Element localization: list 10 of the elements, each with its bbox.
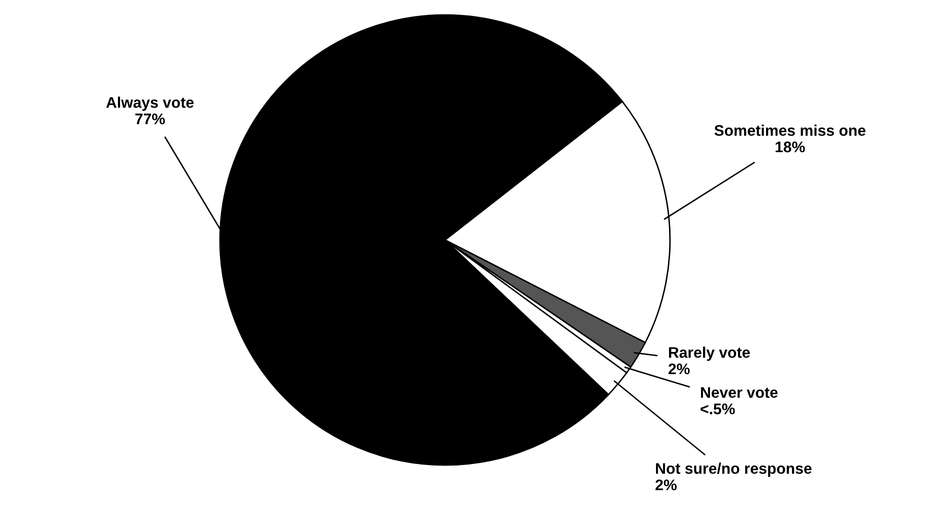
slice-label: Never vote bbox=[701, 387, 778, 398]
data-label: 2% bbox=[668, 364, 690, 374]
data-label: 18% bbox=[776, 142, 805, 152]
data-label: 77% bbox=[135, 114, 165, 124]
slice-label: Rarely vote bbox=[669, 346, 750, 361]
slice-label: Always vote bbox=[106, 96, 194, 111]
data-label: 2% bbox=[656, 480, 677, 490]
slice-label: Not sure/no response bbox=[656, 462, 812, 477]
data-label: <.5% bbox=[700, 404, 735, 414]
slice-label: Sometimes miss one bbox=[714, 124, 866, 136]
